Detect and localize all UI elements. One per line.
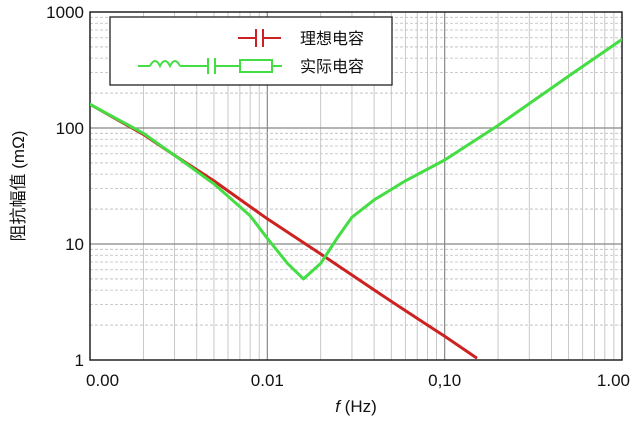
y-tick-label: 1 [75, 351, 84, 370]
x-tick-labels: 0.00 0.01 0,10 1.00 [86, 371, 630, 390]
legend-real-symbol [138, 58, 282, 74]
x-tick-label: 0.01 [251, 371, 284, 390]
y-tick-labels: 1 10 100 1000 [46, 3, 84, 370]
plot-frame [89, 11, 623, 361]
y-tick-label: 10 [65, 235, 84, 254]
series-lines [90, 37, 622, 359]
y-tick-label: 100 [56, 119, 84, 138]
x-axis-label-unit: (Hz) [340, 397, 377, 416]
x-tick-label: 1.00 [597, 371, 630, 390]
legend-label-real: 实际电容 [300, 57, 364, 76]
y-tick-label: 1000 [46, 3, 84, 22]
series-line-ideal [90, 102, 478, 359]
y-axis-label: 阻抗幅值 (mΩ) [9, 131, 28, 242]
series-line-real [90, 37, 622, 281]
x-axis-label: f (Hz) [335, 397, 377, 416]
x-tick-label: 0,10 [428, 371, 461, 390]
legend-ideal-symbol [238, 29, 281, 47]
legend-label-ideal: 理想电容 [300, 29, 364, 48]
legend: 理想电容 实际电容 [109, 16, 393, 86]
x-tick-label: 0.00 [86, 371, 119, 390]
x-axis-label-var: f [335, 397, 342, 416]
legend-box [109, 16, 393, 86]
